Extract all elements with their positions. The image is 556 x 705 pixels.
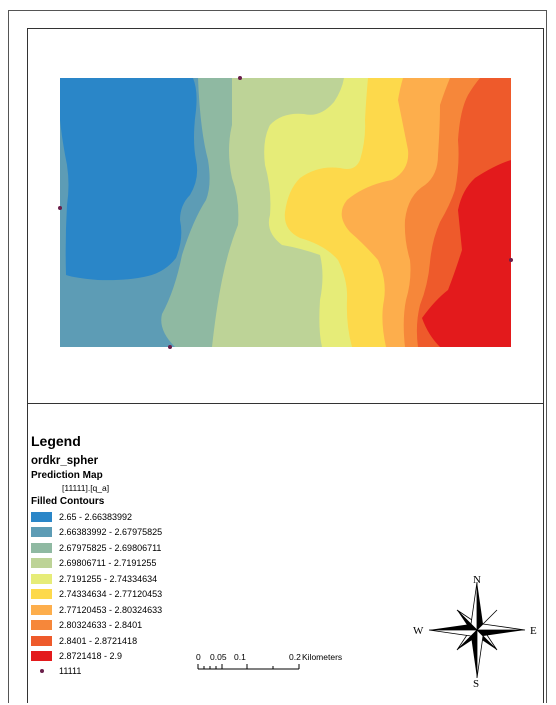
legend-frame	[27, 404, 544, 703]
sample-point[interactable]	[509, 258, 513, 262]
legend-class-label: 2.74334634 - 2.77120453	[59, 589, 163, 600]
legend-class-entry: 2.65 - 2.66383992	[31, 509, 162, 525]
scale-tick-label: 0.05	[210, 652, 227, 662]
scale-unit-label: Kilometers	[302, 652, 343, 662]
legend-class-label: 2.65 - 2.66383992	[59, 511, 133, 522]
filled-contours-label: Filled Contours	[31, 496, 105, 507]
legend-swatch	[31, 511, 52, 522]
legend-class-label: 2.8721418 - 2.9	[59, 651, 123, 662]
sample-point[interactable]	[58, 206, 62, 210]
field-label: [11111].[q_a]	[62, 483, 110, 493]
legend-class-entry: 2.66383992 - 2.67975825	[31, 525, 162, 541]
compass-rose: N S E W	[410, 573, 540, 693]
legend-class-entry: 2.8721418 - 2.9	[31, 649, 162, 665]
prediction-map-label: Prediction Map	[31, 470, 103, 481]
legend-class-entry: 2.74334634 - 2.77120453	[31, 587, 162, 603]
compass-icon: N S E W	[413, 574, 537, 690]
legend-swatch	[31, 558, 52, 569]
legend-class-label: 2.69806711 - 2.7191255	[59, 558, 157, 569]
legend: Legend ordkr_spher Prediction Map [11111…	[31, 433, 162, 678]
scale-tick-label: 0.1	[234, 652, 246, 662]
scale-bar-graphic	[197, 664, 300, 670]
legend-class-label: 2.77120453 - 2.80324633	[59, 604, 163, 615]
legend-swatch	[31, 635, 52, 646]
legend-class-label: 2.66383992 - 2.67975825	[59, 527, 163, 538]
legend-class-entry: 2.77120453 - 2.80324633	[31, 602, 162, 618]
compass-e: E	[530, 625, 537, 637]
legend-swatch	[31, 589, 52, 600]
legend-swatch	[31, 542, 52, 553]
legend-swatch	[31, 620, 52, 631]
legend-class-label: 2.8401 - 2.8721418	[59, 635, 138, 646]
legend-class-label: 2.67975825 - 2.69806711	[59, 542, 162, 553]
legend-title: Legend	[31, 433, 81, 449]
legend-swatch	[31, 604, 52, 615]
page-frame	[8, 10, 547, 703]
legend-class-entry: 2.80324633 - 2.8401	[31, 618, 162, 634]
contour-class-list: 2.65 - 2.66383992 2.66383992 - 2.67975825…	[31, 509, 162, 664]
legend-class-entry: 2.69806711 - 2.7191255	[31, 556, 162, 572]
layer-name: ordkr_spher	[31, 455, 99, 467]
contour-class-10	[422, 160, 511, 347]
scale-tick-label: 0.2	[289, 652, 301, 662]
legend-points-entry: 11111	[31, 664, 162, 678]
point-symbol	[31, 669, 52, 673]
legend-class-entry: 2.7191255 - 2.74334634	[31, 571, 162, 587]
legend-points-label: 11111	[59, 666, 82, 676]
legend-class-entry: 2.8401 - 2.8721418	[31, 633, 162, 649]
legend-class-entry: 2.67975825 - 2.69806711	[31, 540, 162, 556]
sample-point[interactable]	[238, 76, 242, 80]
contour-class-1	[60, 78, 198, 281]
legend-swatch	[31, 651, 52, 662]
legend-swatch	[31, 573, 52, 584]
compass-w: W	[413, 625, 424, 637]
scale-tick-label: 0	[196, 652, 201, 662]
compass-n: N	[473, 574, 481, 586]
legend-class-label: 2.80324633 - 2.8401	[59, 620, 143, 631]
legend-class-label: 2.7191255 - 2.74334634	[59, 573, 158, 584]
legend-swatch	[31, 527, 52, 538]
sample-point[interactable]	[168, 345, 172, 349]
compass-s: S	[473, 678, 479, 688]
